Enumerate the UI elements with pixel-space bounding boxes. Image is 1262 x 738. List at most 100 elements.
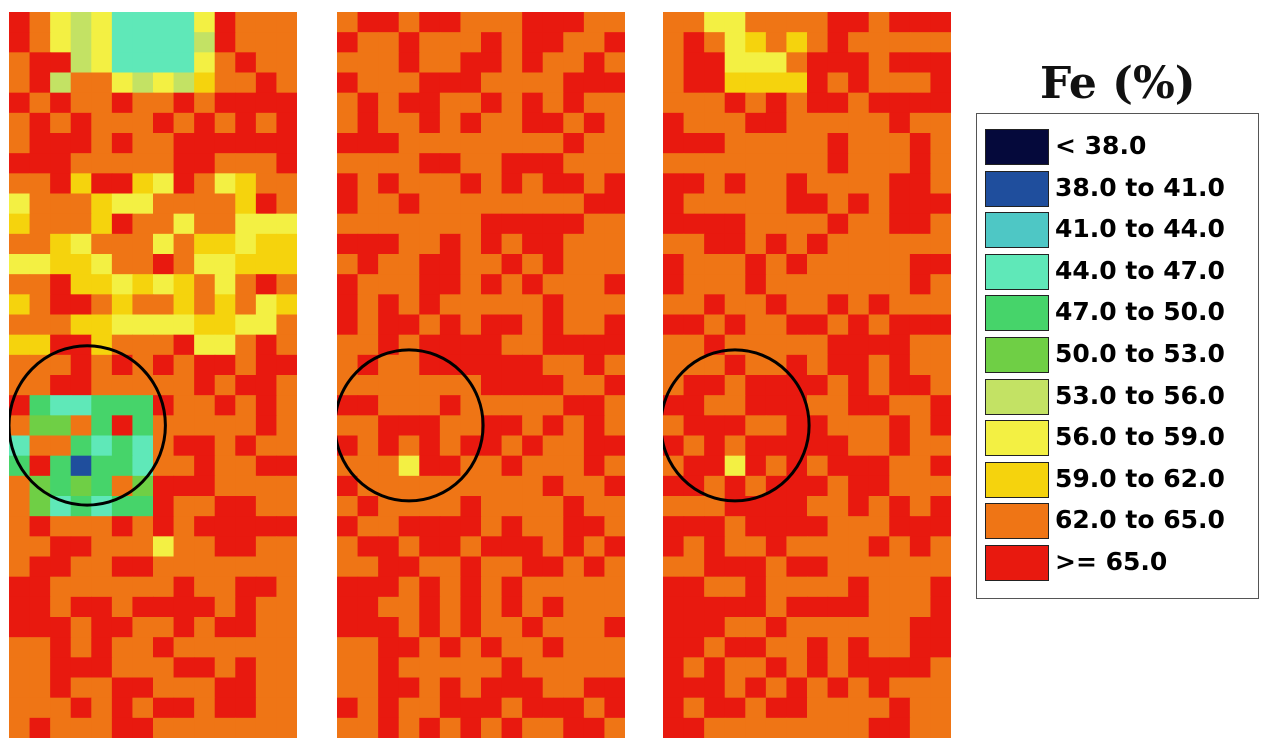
heatmap-cell — [214, 576, 236, 598]
heatmap-cell — [357, 496, 379, 517]
heatmap-cell — [153, 32, 175, 53]
heatmap-cell — [214, 657, 236, 679]
heatmap-cell — [909, 193, 932, 215]
heatmap-cell — [276, 314, 297, 336]
heatmap-cell — [214, 475, 236, 497]
heatmap-cell — [909, 697, 932, 719]
heatmap-cell — [481, 12, 503, 33]
heatmap-cell — [173, 415, 195, 437]
heatmap-cell — [583, 657, 606, 679]
heatmap-cell — [9, 576, 31, 598]
heatmap-cell — [235, 375, 257, 396]
heatmap-cell — [724, 596, 746, 618]
legend-box: < 38.0 38.0 to 41.0 41.0 to 44.0 44.0 to 47… — [976, 113, 1259, 599]
heatmap-cell — [337, 72, 359, 94]
heatmap-cell — [930, 153, 951, 174]
heatmap-cell — [194, 496, 216, 517]
heatmap-cell — [50, 112, 72, 134]
heatmap-cell — [745, 12, 767, 33]
heatmap-cell — [827, 697, 849, 719]
heatmap-cell — [683, 717, 705, 738]
heatmap-cell — [724, 32, 746, 53]
heatmap-cell — [786, 254, 808, 275]
heatmap-cell — [357, 516, 379, 537]
heatmap-cell — [683, 12, 705, 33]
heatmap-cell — [683, 395, 705, 416]
heatmap-cell — [724, 637, 746, 658]
heatmap-cell — [663, 12, 685, 33]
legend-row: 38.0 to 41.0 — [985, 168, 1255, 209]
heatmap-cell — [70, 516, 92, 537]
heatmap-cell — [91, 697, 113, 719]
heatmap-cell — [563, 173, 585, 195]
heatmap-cell — [255, 496, 278, 517]
heatmap-cell — [111, 274, 134, 295]
heatmap-cell — [398, 435, 420, 457]
heatmap-cell — [357, 213, 379, 235]
heatmap-cell — [50, 153, 72, 174]
heatmap-cell — [786, 173, 808, 195]
heatmap-cell — [235, 697, 257, 719]
heatmap-cell — [542, 516, 564, 537]
heatmap-cell — [663, 274, 685, 295]
heatmap-cell — [765, 596, 788, 618]
heatmap-cell — [889, 72, 911, 94]
heatmap-cell — [604, 475, 625, 497]
heatmap-cell — [153, 475, 175, 497]
heatmap-cell — [153, 334, 175, 356]
heatmap-cell — [398, 697, 420, 719]
heatmap-cell — [745, 254, 767, 275]
heatmap-cell — [50, 596, 72, 618]
heatmap-cell — [848, 72, 870, 94]
heatmap-cell — [439, 617, 462, 638]
heatmap-cell — [909, 375, 932, 396]
heatmap-cell — [337, 596, 359, 618]
heatmap-cell — [481, 72, 503, 94]
heatmap-cell — [683, 92, 705, 114]
heatmap-cell — [827, 375, 849, 396]
heatmap-cell — [70, 12, 92, 33]
heatmap-cell — [235, 576, 257, 598]
heatmap-cell — [807, 375, 829, 396]
heatmap-cell — [357, 233, 379, 255]
heatmap-cell — [357, 274, 379, 295]
heatmap-cell — [111, 213, 134, 235]
heatmap-cell — [235, 455, 257, 477]
heatmap-cell — [563, 334, 585, 356]
heatmap-cell — [663, 32, 685, 53]
heatmap-cell — [583, 697, 606, 719]
heatmap-cell — [235, 475, 257, 497]
heatmap-cell — [419, 354, 441, 376]
heatmap-cell — [419, 516, 441, 537]
heatmap-cell — [378, 677, 400, 699]
heatmap-cell — [398, 112, 420, 134]
heatmap-cell — [745, 354, 767, 376]
heatmap-cell — [50, 717, 72, 738]
heatmap-cell — [522, 697, 544, 719]
heatmap-cell — [378, 496, 400, 517]
heatmap-cell — [522, 717, 544, 738]
heatmap-cell — [663, 617, 685, 638]
heatmap-cell — [460, 72, 482, 94]
heatmap-cell — [91, 576, 113, 598]
heatmap-cell — [111, 233, 134, 255]
heatmap-cell — [111, 72, 134, 94]
heatmap-cell — [398, 133, 420, 154]
heatmap-cell — [745, 415, 767, 437]
heatmap-cell — [501, 72, 523, 94]
heatmap-cell — [663, 556, 685, 578]
heatmap-cell — [357, 576, 379, 598]
heatmap-cell — [439, 657, 462, 679]
heatmap-cell — [604, 637, 625, 658]
heatmap-cell — [868, 435, 890, 457]
heatmap-cell — [704, 596, 726, 618]
heatmap-cell — [357, 32, 379, 53]
heatmap-cell — [9, 32, 31, 53]
heatmap-cell — [683, 637, 705, 658]
heatmap-cell — [889, 254, 911, 275]
heatmap-cell — [173, 193, 195, 215]
heatmap-cell — [807, 496, 829, 517]
heatmap-cell — [153, 52, 175, 74]
heatmap-cell — [765, 112, 788, 134]
heatmap-cell — [173, 516, 195, 537]
